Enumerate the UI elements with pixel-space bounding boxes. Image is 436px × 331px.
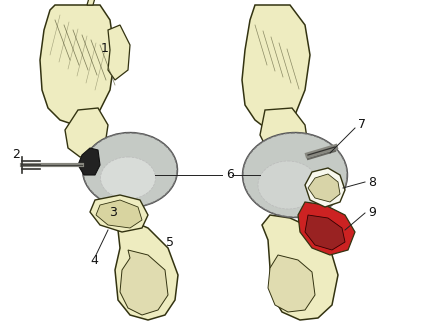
Polygon shape (305, 215, 345, 250)
Ellipse shape (101, 157, 156, 199)
Polygon shape (120, 250, 168, 315)
Text: 6: 6 (226, 168, 234, 181)
Ellipse shape (82, 132, 177, 208)
Polygon shape (268, 255, 315, 312)
Polygon shape (78, 148, 100, 175)
Polygon shape (260, 108, 308, 162)
Text: 7: 7 (358, 118, 366, 131)
Polygon shape (305, 168, 345, 207)
Polygon shape (108, 215, 178, 320)
Text: 9: 9 (368, 207, 376, 219)
Text: 1: 1 (101, 41, 109, 55)
Polygon shape (262, 215, 338, 320)
Polygon shape (87, 0, 95, 5)
Ellipse shape (242, 132, 347, 217)
Text: 8: 8 (368, 175, 376, 188)
Polygon shape (96, 200, 142, 228)
Polygon shape (242, 5, 310, 130)
Polygon shape (298, 202, 355, 255)
Polygon shape (308, 174, 340, 202)
Text: 5: 5 (166, 235, 174, 249)
Text: 3: 3 (109, 206, 117, 218)
Ellipse shape (258, 161, 318, 209)
Polygon shape (40, 5, 115, 125)
Polygon shape (108, 25, 130, 80)
Text: 2: 2 (12, 149, 20, 162)
Text: 4: 4 (90, 254, 98, 266)
Polygon shape (65, 108, 108, 157)
Polygon shape (90, 195, 148, 232)
